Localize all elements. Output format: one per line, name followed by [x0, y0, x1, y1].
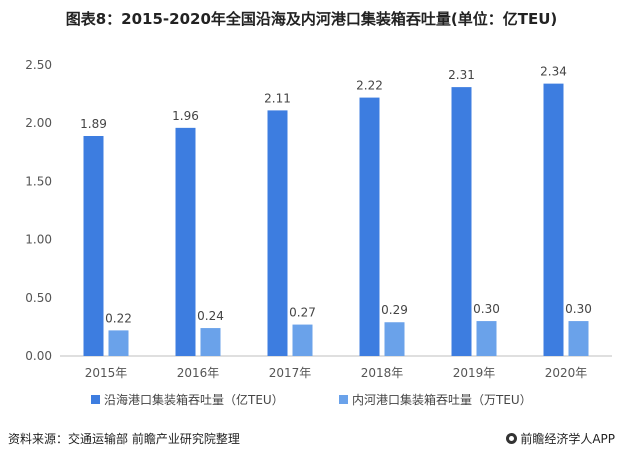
- data-label: 1.96: [172, 109, 199, 123]
- bar-series-2: [568, 321, 589, 356]
- legend-label-1: 沿海港口集装箱吞吐量（亿TEU）: [104, 392, 284, 407]
- brand-name: 前瞻经济学人APP: [520, 432, 615, 446]
- x-category-label: 2016年: [177, 366, 220, 380]
- y-tick-label: 2.50: [25, 58, 52, 72]
- bar-series-2: [108, 330, 129, 356]
- legend-swatch-1: [91, 395, 100, 404]
- y-tick-label: 0.00: [25, 349, 52, 363]
- bar-series-1: [359, 97, 380, 356]
- data-label: 0.29: [381, 303, 408, 317]
- bar-series-1: [451, 87, 472, 356]
- data-label: 1.89: [80, 117, 107, 131]
- legend: 沿海港口集装箱吞吐量（亿TEU） 内河港口集装箱吞吐量（万TEU）: [91, 392, 532, 407]
- bar-series-1: [83, 136, 104, 356]
- bar-series-1: [175, 127, 196, 356]
- data-label: 0.30: [473, 302, 500, 316]
- brand-credit: 前瞻经济学人APP: [506, 430, 615, 447]
- source-note: 资料来源：交通运输部 前瞻产业研究院整理: [8, 432, 240, 446]
- data-label: 0.22: [105, 311, 132, 325]
- data-label: 2.34: [540, 65, 567, 79]
- data-label: 0.24: [197, 309, 224, 323]
- axis-layer: 0.00 0.50 1.00 1.50 2.00 2.50 2015年 2016年 2017年 2…: [25, 58, 612, 380]
- bar-series-1: [267, 110, 288, 357]
- y-tick-label: 0.50: [25, 291, 52, 305]
- bar-series-2: [200, 328, 221, 356]
- brand-logo-icon: [506, 433, 518, 444]
- bars-layer: [83, 83, 589, 357]
- y-tick-label: 1.00: [25, 233, 52, 247]
- legend-label-2: 内河港口集装箱吞吐量（万TEU）: [352, 392, 532, 407]
- data-label: 0.30: [565, 302, 592, 316]
- bar-series-2: [384, 322, 405, 356]
- data-label: 2.31: [448, 68, 475, 82]
- x-category-label: 2017年: [269, 366, 312, 380]
- y-tick-label: 1.50: [25, 174, 52, 188]
- bar-series-1: [543, 83, 564, 357]
- data-label: 0.27: [289, 306, 316, 320]
- legend-swatch-2: [339, 395, 348, 404]
- x-category-label: 2018年: [361, 366, 404, 380]
- data-labels-layer: 1.89 1.96 2.11 2.22 2.31 2.34 0.22 0.24 0.27 0.29…: [80, 65, 592, 326]
- data-label: 2.22: [356, 79, 383, 93]
- y-tick-label: 2.00: [25, 116, 52, 130]
- x-category-label: 2015年: [85, 366, 128, 380]
- bar-series-2: [292, 324, 313, 356]
- chart-title: 图表8：2015-2020年全国沿海及内河港口集装箱吞吐量(单位：亿TEU): [65, 10, 558, 28]
- bar-series-2: [476, 321, 497, 356]
- x-category-label: 2019年: [453, 366, 496, 380]
- x-category-label: 2020年: [545, 366, 588, 380]
- data-label: 2.11: [264, 91, 291, 105]
